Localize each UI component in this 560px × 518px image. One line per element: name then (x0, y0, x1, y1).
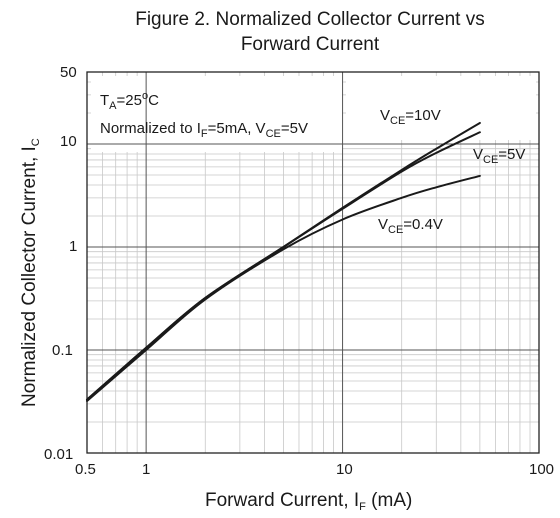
y-tick-label: 0.1 (52, 342, 73, 359)
series-label-vce-5v: VCE=5V (473, 146, 526, 166)
series-line-vce-0-4v (86, 174, 481, 402)
series-label-vce-10v: VCE=10V (380, 107, 441, 127)
series-line-vce-5v (86, 131, 481, 401)
y-tick-label: 10 (60, 133, 77, 150)
x-axis-title: Forward Current, IF (mA) (205, 490, 413, 513)
y-axis-title: Normalized Collector Current, IC (19, 138, 42, 407)
legend-panel (346, 76, 536, 140)
temperature-annotation: TA=25oC (100, 90, 159, 112)
plot-frame (86, 71, 540, 454)
x-tick-label: 100 (529, 461, 555, 478)
x-tick-label: 10 (336, 461, 353, 478)
y-tick-label: 50 (60, 64, 77, 81)
x-tick-label: 1 (142, 461, 151, 478)
chart-title-line-2: Forward Current (240, 34, 380, 55)
chart-title-line-1: Figure 2. Normalized Collector Current v… (135, 9, 485, 30)
x-tick-label: 0.5 (75, 461, 96, 478)
annotation-panel (91, 76, 342, 152)
y-tick-label: 0.01 (44, 446, 74, 463)
normalization-annotation: Normalized to IF=5mA, VCE=5V (100, 120, 308, 140)
y-tick-label: 1 (69, 238, 78, 255)
series-label-vce-0-4v: VCE=0.4V (378, 216, 443, 236)
